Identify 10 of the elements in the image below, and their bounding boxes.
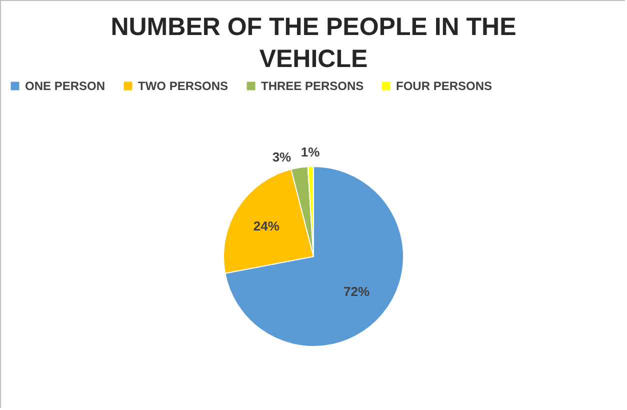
data-label: 3% [272,149,292,164]
pie-slice [224,166,404,347]
legend-label: FOUR PERSONS [396,79,492,93]
legend-label: TWO PERSONS [138,79,228,93]
data-label: 24% [253,218,280,234]
chart-title: NUMBER OF THE PEOPLE IN THE VEHICLE [110,13,516,73]
legend-label: THREE PERSONS [261,79,364,93]
data-label: 1% [300,144,320,160]
legend-label: ONE PERSON [25,79,106,93]
data-label: 72% [343,284,370,300]
